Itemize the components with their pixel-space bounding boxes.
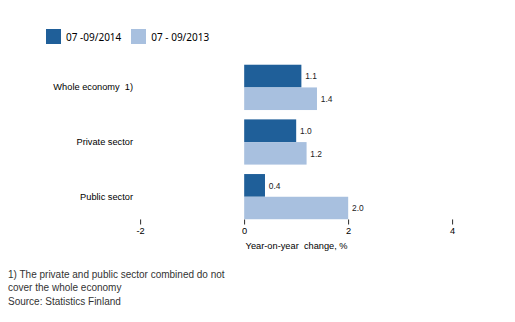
svg-text:-2: -2 bbox=[136, 226, 144, 236]
svg-text:1.1: 1.1 bbox=[305, 71, 317, 81]
svg-text:1.2: 1.2 bbox=[310, 149, 322, 159]
svg-text:Private sector: Private sector bbox=[76, 137, 133, 147]
svg-text:2: 2 bbox=[346, 226, 351, 236]
svg-text:4: 4 bbox=[450, 226, 455, 236]
svg-text:Public sector: Public sector bbox=[80, 192, 133, 202]
svg-text:Whole economy 1): Whole economy 1) bbox=[53, 82, 133, 92]
svg-text:0.4: 0.4 bbox=[269, 181, 281, 191]
html-text:1) The private and public sect: 1) The private and public sector combine… bbox=[8, 269, 225, 293]
svg-text:1.0: 1.0 bbox=[300, 126, 312, 136]
svg-text:2.0: 2.0 bbox=[352, 203, 364, 213]
html-text:07 -09/2014: 07 -09/2014 bbox=[66, 29, 122, 44]
svg-text:1.4: 1.4 bbox=[321, 94, 333, 104]
svg-text:0: 0 bbox=[242, 226, 247, 236]
html-text:Source: Statistics Finland: Source: Statistics Finland bbox=[8, 296, 121, 308]
html-text:07 - 09/2013: 07 - 09/2013 bbox=[151, 29, 210, 44]
svg-text:Year-on-year change, %: Year-on-year change, % bbox=[246, 241, 348, 251]
